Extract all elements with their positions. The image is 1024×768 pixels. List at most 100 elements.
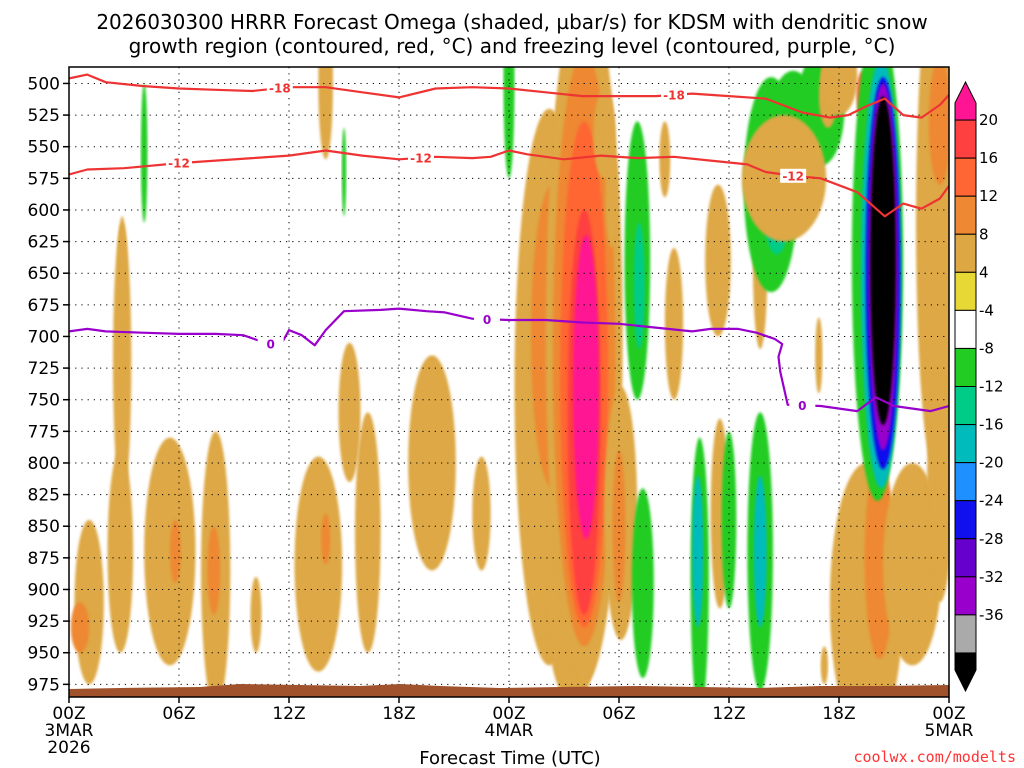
omega-area-38 <box>631 488 654 679</box>
x-tick-label-30-0: 06Z <box>602 704 635 724</box>
colorbar-bin-11 <box>954 500 977 540</box>
omega-area-17 <box>408 355 456 571</box>
omega-area-4 <box>117 216 127 331</box>
x-tick-label-18-0: 18Z <box>382 704 415 724</box>
omega-area-6 <box>144 437 196 666</box>
x-tick-label-48-0: 00Z <box>932 704 965 724</box>
contour-label-freezing_0-2: 0 <box>798 399 806 413</box>
y-tick-label-550: 550 <box>28 138 60 158</box>
contour-dgz_minus12 <box>69 149 949 218</box>
contour-label-bg-dgz_minus18-1 <box>661 87 687 102</box>
contour-label-bg-dgz_minus12-0 <box>166 156 192 171</box>
colorbar-bin-7 <box>954 347 977 387</box>
y-tick-label-975: 975 <box>28 675 60 695</box>
y-tick-label-525: 525 <box>28 106 60 126</box>
y-tick-label-850: 850 <box>28 517 60 537</box>
contour-label-dgz_minus12-1: -12 <box>410 151 432 165</box>
colorbar-label-4: 4 <box>979 263 989 281</box>
colorbar: 20 16 12 8 4 -4 -8 -12 -16 -20 -24 -28 -32 -36 <box>954 80 1004 693</box>
colorbar-label-8: -16 <box>979 416 1004 434</box>
contour-dgz_minus18 <box>69 73 949 119</box>
colorbar-bin-6 <box>954 309 977 349</box>
x-tick-label-0-0: 00Z <box>52 704 85 724</box>
y-tick-label-575: 575 <box>28 169 60 189</box>
contour-label-freezing_0-0: 0 <box>266 338 274 352</box>
colorbar-bin-12 <box>954 538 977 578</box>
omega-area-18 <box>472 456 491 571</box>
y-tick-label-750: 750 <box>28 391 60 411</box>
colorbar-label-9: -20 <box>979 454 1004 472</box>
omega-area-1 <box>70 602 90 653</box>
x-tick-label-0-2: 2026 <box>47 738 90 758</box>
contour-label-dgz_minus12-0: -12 <box>168 157 190 171</box>
omega-area-35 <box>605 146 619 248</box>
omega-area-44 <box>705 184 731 337</box>
omega-area-31 <box>573 235 599 539</box>
contour-label-bg-freezing_0-1 <box>474 312 500 327</box>
colorbar-bin-10 <box>954 462 977 502</box>
colorbar-label-5: -4 <box>979 301 994 319</box>
omega-area-10 <box>250 576 262 653</box>
contour-freezing_0 <box>69 307 949 413</box>
omega-area-0 <box>74 519 104 685</box>
omega-area-3 <box>113 222 132 501</box>
x-tick-label-42-0: 18Z <box>822 704 855 724</box>
y-tick-label-875: 875 <box>28 549 60 569</box>
colorbar-label-2: 12 <box>979 187 998 205</box>
omega-area-7 <box>169 519 181 584</box>
temperature-contours: -18 -18 -12 -12 -12 0 0 0 <box>69 73 949 413</box>
omega-area-5 <box>140 83 148 223</box>
chart-title-line1: 2026030300 HRRR Forecast Omega (shaded, … <box>96 10 927 34</box>
colorbar-label-11: -28 <box>979 530 1004 548</box>
omega-area-54 <box>815 317 823 394</box>
y-tick-label-675: 675 <box>28 296 60 316</box>
contour-label-bg-dgz_minus12-1 <box>408 150 434 165</box>
y-tick-label-950: 950 <box>28 644 60 664</box>
credit-text: coolwx.com/modelts <box>853 748 1016 766</box>
colorbar-label-7: -12 <box>979 378 1004 396</box>
omega-area-12 <box>321 513 331 565</box>
contour-label-dgz_minus12-2: -12 <box>782 169 804 183</box>
omega-area-57 <box>820 646 828 685</box>
contour-label-freezing_0-1: 0 <box>483 313 491 327</box>
colorbar-bin-3 <box>954 195 977 235</box>
omega-area-15 <box>338 342 361 482</box>
x-tick-label-12-0: 12Z <box>272 704 305 724</box>
omega-area-37 <box>633 222 645 350</box>
contour-label-bg-freezing_0-0 <box>257 337 284 352</box>
y-tick-label-725: 725 <box>28 359 60 379</box>
y-tick-label-650: 650 <box>28 264 60 284</box>
y-tick-label-925: 925 <box>28 612 60 632</box>
y-tick-label-800: 800 <box>28 454 60 474</box>
x-tick-label-24-0: 00Z <box>492 704 525 724</box>
chart-title-line2: growth region (contoured, red, °C) and f… <box>129 34 896 58</box>
colorbar-label-12: -32 <box>979 568 1004 586</box>
x-tick-label-0-1: 3MAR <box>45 721 94 741</box>
omega-area-16 <box>355 412 381 653</box>
colorbar-bin-15 <box>954 652 977 693</box>
colorbar-label-3: 8 <box>979 225 989 243</box>
colorbar-label-6: -8 <box>979 339 994 357</box>
omega-area-2 <box>107 450 134 653</box>
omega-area-13 <box>318 67 333 160</box>
y-tick-label-500: 500 <box>28 74 60 94</box>
contour-label-bg-dgz_minus18-0 <box>266 81 293 96</box>
colorbar-bin-5 <box>954 271 977 311</box>
y-tick-label-700: 700 <box>28 327 60 347</box>
y-tick-label-900: 900 <box>28 580 60 600</box>
x-tick-label-36-0: 12Z <box>712 704 745 724</box>
x-tick-label-24-1: 4MAR <box>485 721 534 741</box>
colorbar-bin-0 <box>954 80 977 121</box>
x-tick-label-48-1: 5MAR <box>925 721 974 741</box>
contour-label-dgz_minus18-1: -18 <box>663 88 685 102</box>
pressure-axis: 500 525 550 575 600 625 650 675 700 725 750 775 800 8… <box>28 74 69 695</box>
omega-area-39 <box>659 121 671 198</box>
omega-area-42 <box>692 475 704 628</box>
x-tick-label-6-0: 06Z <box>162 704 195 724</box>
colorbar-bin-9 <box>954 424 977 464</box>
y-tick-label-825: 825 <box>28 486 60 506</box>
contour-label-bg-freezing_0-2 <box>789 398 816 413</box>
colorbar-bin-8 <box>954 386 977 426</box>
